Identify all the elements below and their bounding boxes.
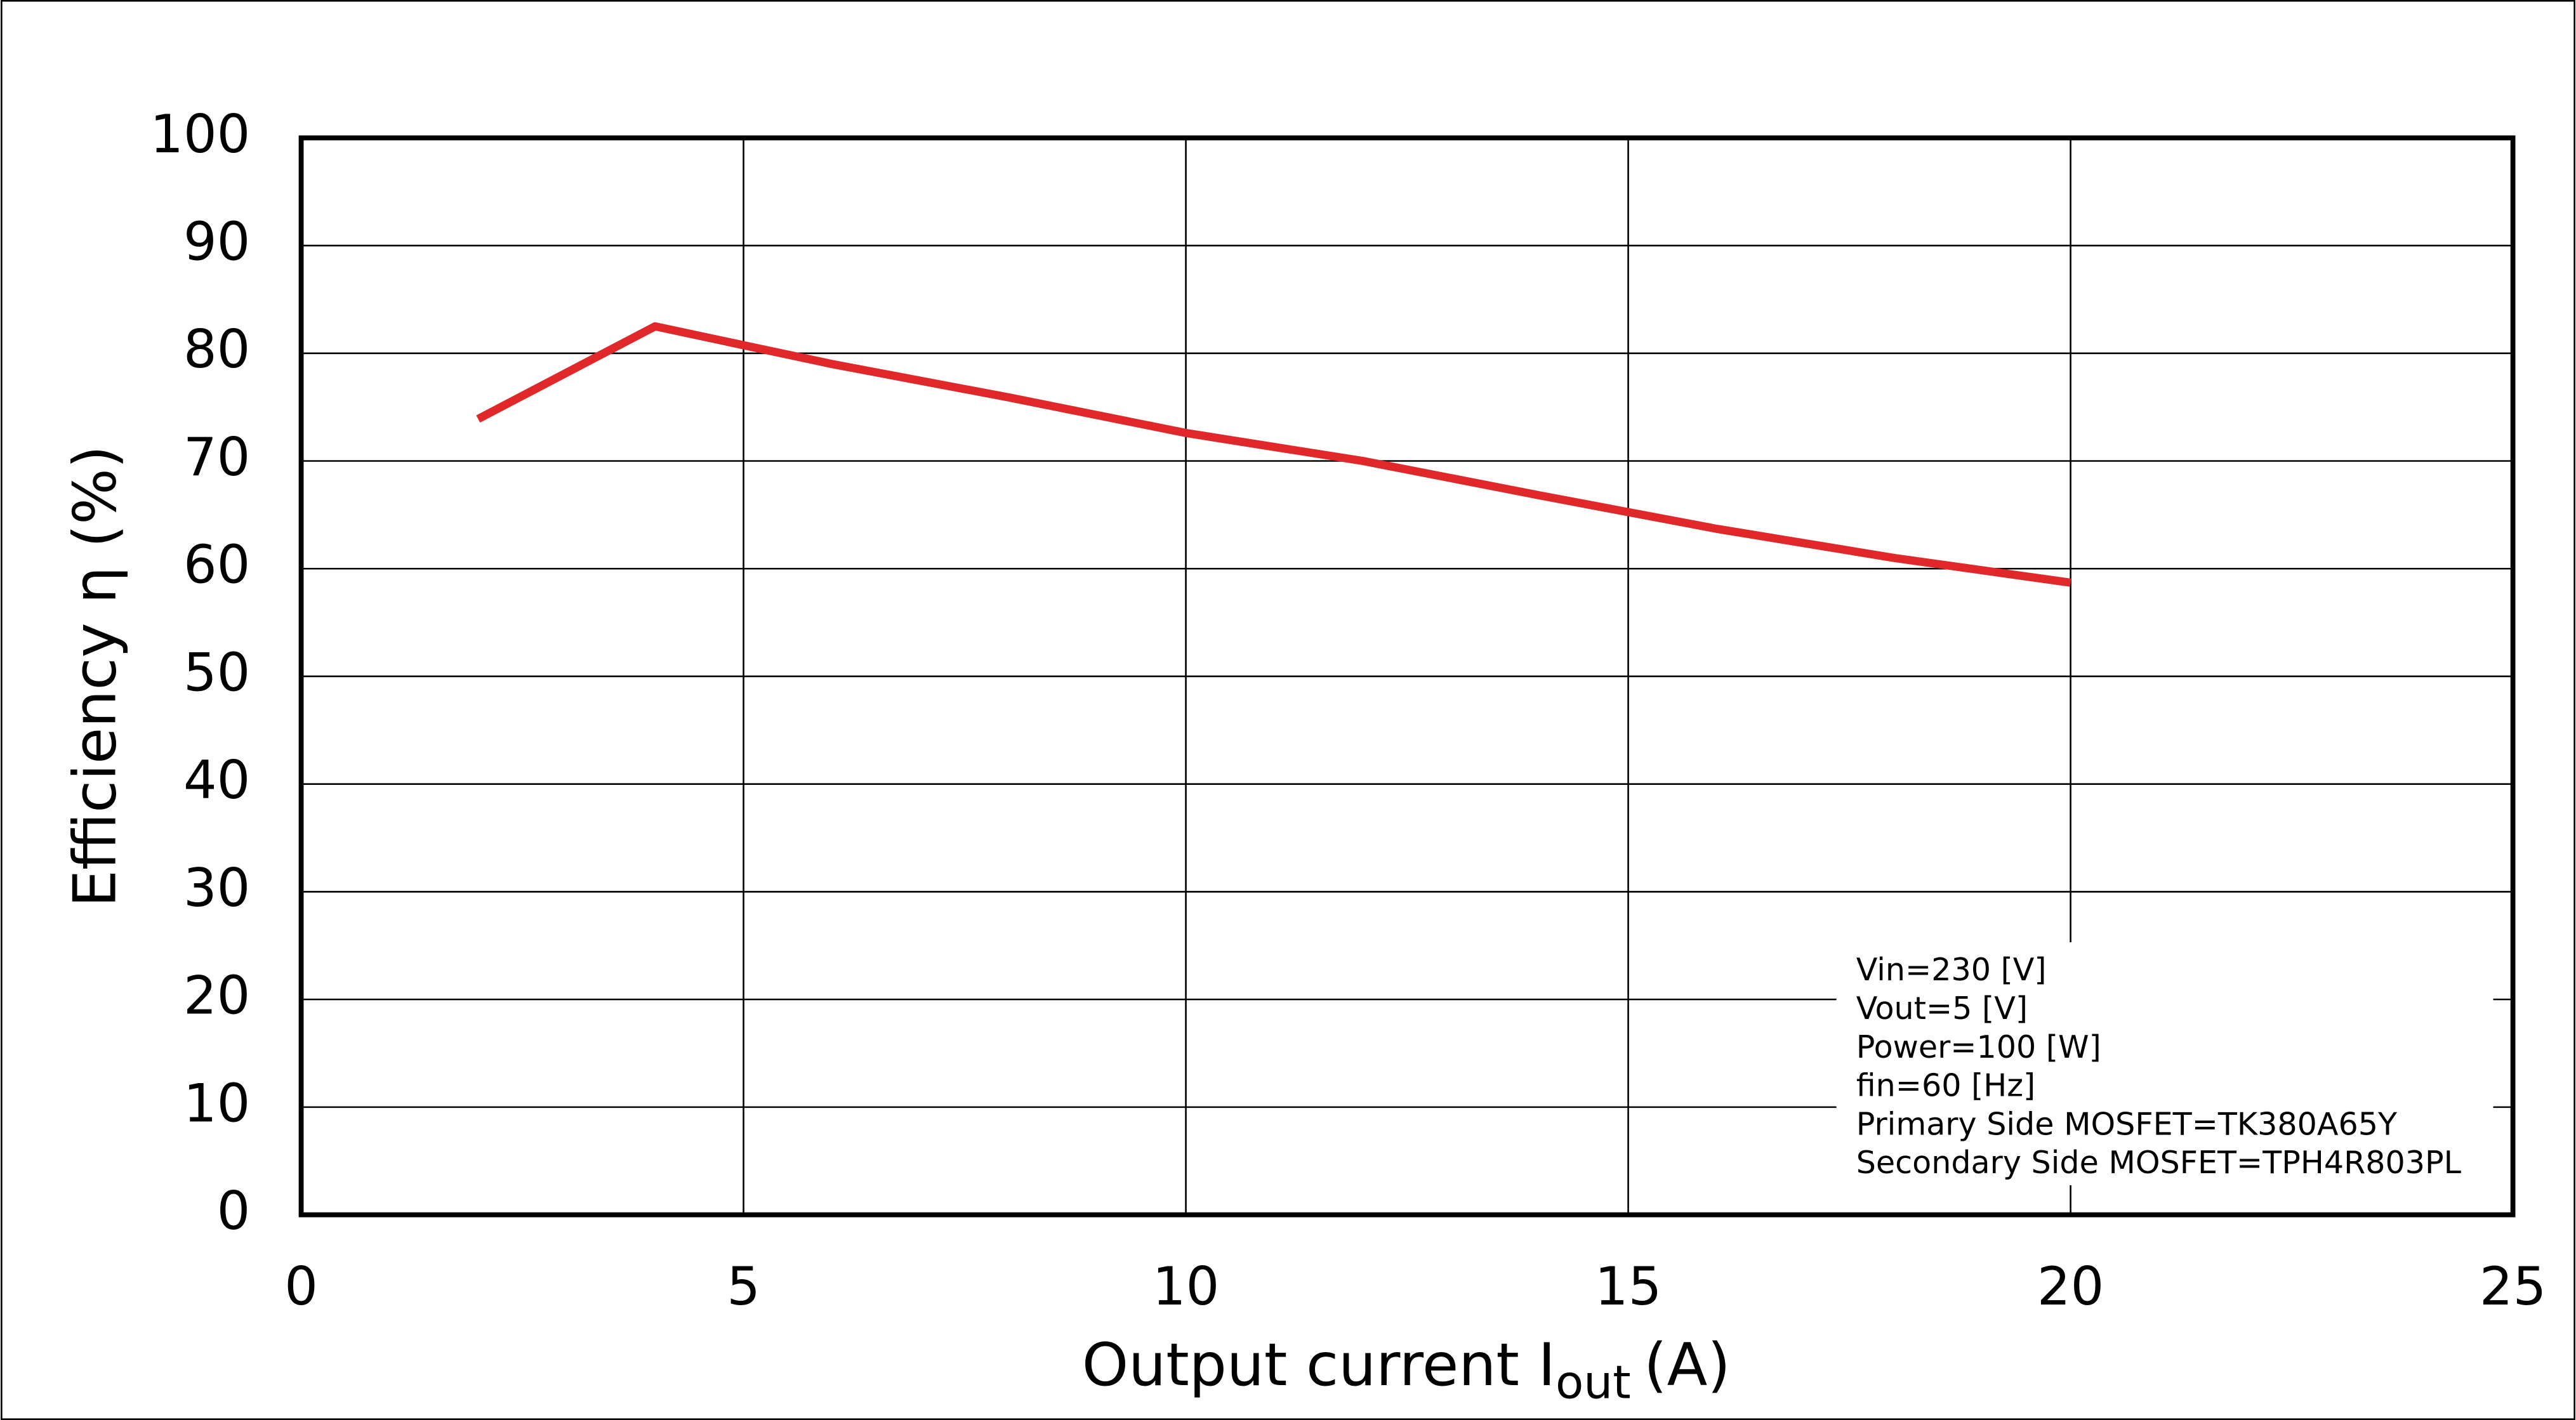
- x-tick-label: 20: [2037, 1256, 2104, 1317]
- annotation-line: Secondary Side MOSFET=TPH4R803PL: [1856, 1144, 2462, 1181]
- y-tick-label: 70: [183, 426, 250, 488]
- x-tick-label: 5: [727, 1256, 760, 1317]
- y-tick-label: 0: [217, 1180, 251, 1242]
- y-tick-label: 80: [183, 319, 250, 380]
- data-line: [476, 322, 2071, 587]
- annotation-line: Vin=230 [V]: [1856, 951, 2047, 988]
- x-axis-label: Output current Iout (A): [1082, 1331, 1731, 1410]
- y-tick-label: 50: [183, 641, 250, 703]
- plot-border: [298, 135, 2516, 1218]
- y-tick-label: 30: [183, 857, 250, 919]
- x-axis-label-text: Output current I: [1082, 1331, 1556, 1399]
- x-axis-label-unit: (A): [1644, 1331, 1730, 1399]
- annotation-line: Vout=5 [V]: [1856, 990, 2028, 1027]
- x-tick-label: 0: [284, 1256, 318, 1317]
- x-axis-label-subscript: out: [1556, 1357, 1631, 1410]
- annotation-line: Power=100 [W]: [1856, 1029, 2101, 1065]
- y-tick-label: 60: [183, 534, 250, 596]
- plot: [476, 322, 2071, 587]
- y-tick-label: 100: [150, 103, 250, 165]
- y-tick-label: 40: [183, 749, 250, 811]
- annotation-line: Primary Side MOSFET=TK380A65Y: [1856, 1105, 2398, 1142]
- annotation: Vin=230 [V]Vout=5 [V]Power=100 [W]fin=60…: [1836, 942, 2493, 1186]
- x-tick-label: 25: [2480, 1256, 2546, 1317]
- y-axis-label: Efficiency η (%): [61, 445, 129, 907]
- x-tick-label: 15: [1595, 1256, 1661, 1317]
- x-tick-label: 10: [1153, 1256, 1219, 1317]
- annotation-line: fin=60 [Hz]: [1856, 1067, 2036, 1104]
- y-tick-label: 10: [183, 1072, 250, 1134]
- y-tick-label: 20: [183, 965, 250, 1027]
- annotation-background: [1836, 942, 2493, 1186]
- y-tick-label: 90: [183, 211, 250, 273]
